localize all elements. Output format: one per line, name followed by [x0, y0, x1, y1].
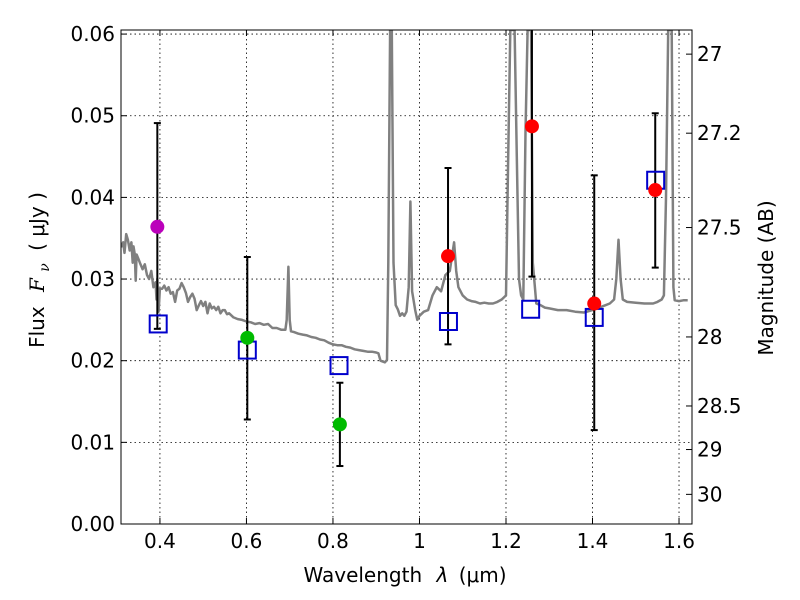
- x-tick-label: 1.6: [663, 529, 695, 553]
- observed-point: [648, 183, 663, 198]
- y-axis-title: Flux F ν ( μJy ): [25, 192, 54, 348]
- grid-layer: [121, 30, 692, 524]
- x-axis-title: Wavelength λ (μm): [303, 563, 506, 587]
- y-tick-label: 0.01: [70, 430, 115, 454]
- x-tick-label: 1.2: [490, 529, 522, 553]
- x-tick-label: 1: [413, 529, 426, 553]
- observed-point: [587, 296, 602, 311]
- y-tick-label: 0.05: [70, 104, 115, 128]
- observed-point: [524, 119, 539, 134]
- spectrum-line: [121, 30, 688, 364]
- y-tick-label: 0.06: [70, 22, 115, 46]
- series-layer: [121, 30, 688, 468]
- observed-point: [332, 417, 347, 432]
- y-tick-label: 0.03: [70, 267, 115, 291]
- x-tick-label: 1.4: [577, 529, 609, 553]
- mag-tick-label: 27.5: [697, 216, 742, 240]
- x-tick-label: 0.4: [144, 529, 176, 553]
- mag-tick-label: 28: [697, 325, 722, 349]
- observed-point: [150, 219, 165, 234]
- ticks-layer: 0.4 0.6 0.8 1 1.2 1.4 1.6 0.00 0.01 0.02 0.03 0.04 0…: [70, 22, 741, 553]
- mag-tick-label: 27: [697, 42, 722, 66]
- mag-tick-label: 29: [697, 438, 722, 462]
- model-band-square: [521, 299, 541, 319]
- model-band-square: [438, 312, 458, 332]
- y-tick-label: 0.04: [70, 185, 115, 209]
- model-band-square: [148, 314, 168, 334]
- observed-point: [441, 249, 456, 264]
- x-tick-label: 0.8: [317, 529, 349, 553]
- mag-tick-label: 30: [697, 482, 722, 506]
- y2-axis-title: Magnitude (AB): [754, 200, 778, 355]
- model-band-square: [329, 356, 349, 376]
- y-tick-label: 0.02: [70, 349, 115, 373]
- mag-tick-label: 27.2: [697, 121, 742, 145]
- mag-tick-label: 28.5: [697, 394, 742, 418]
- x-tick-label: 0.6: [231, 529, 263, 553]
- plot-frame: [120, 29, 693, 525]
- y-tick-label: 0.00: [70, 512, 115, 536]
- observed-point: [240, 330, 255, 345]
